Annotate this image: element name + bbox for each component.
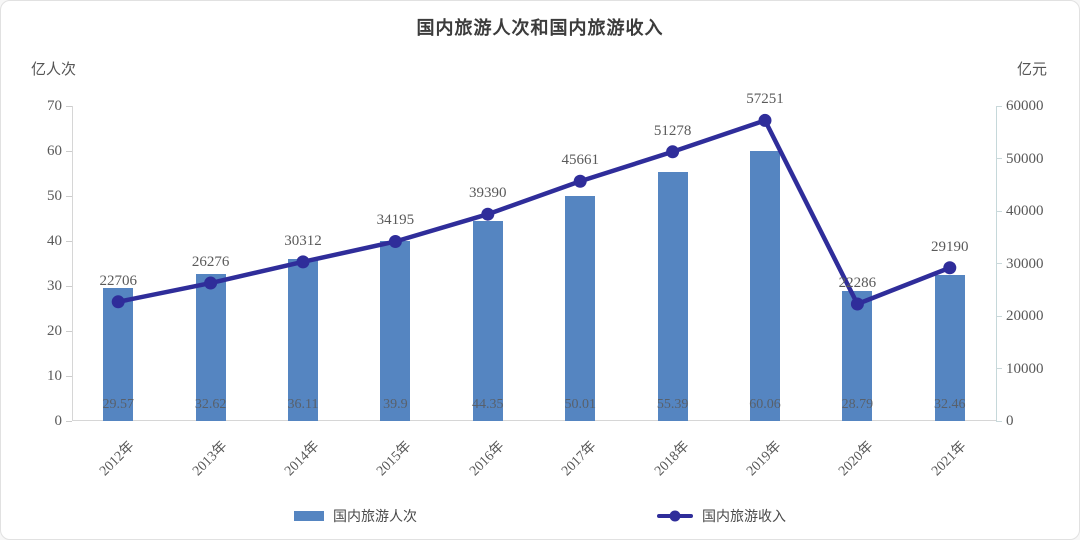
- line-value-label: 22706: [99, 272, 137, 289]
- right-tick-label: 10000: [1006, 360, 1044, 377]
- line-value-label: 39390: [469, 185, 507, 202]
- line-point: [388, 234, 402, 248]
- right-axis-tick: [996, 315, 1002, 317]
- bar: [103, 287, 134, 421]
- left-tick-label: 10: [47, 368, 62, 384]
- bar-value-label: 60.06: [749, 397, 781, 412]
- legend-item-line: 国内旅游收入: [657, 506, 786, 526]
- left-axis-tick: [66, 420, 72, 422]
- x-axis-label: 2012年: [97, 438, 138, 480]
- left-axis-tick: [66, 195, 72, 197]
- bar-value-label: 44.35: [472, 397, 504, 412]
- plot-area: 0 10 20 30 40 50 60 70 0 10000 20000 30000 40000 5000…: [47, 91, 1044, 479]
- x-axis-label: 2019年: [744, 438, 785, 480]
- line-value-label: 51278: [653, 122, 692, 139]
- left-axis-line: [72, 106, 73, 421]
- x-axis-label: 2014年: [282, 438, 323, 480]
- bar-series-swatch: [294, 511, 324, 521]
- legend-label-line: 国内旅游收入: [702, 510, 786, 525]
- line-value-label: 26276: [191, 254, 230, 271]
- left-tick-label: 70: [47, 98, 62, 114]
- x-axis-label: 2017年: [559, 438, 600, 480]
- x-axis-label: 2020年: [836, 438, 877, 480]
- left-axis-tick: [66, 330, 72, 332]
- line-series-swatch: [657, 510, 693, 522]
- bar: [934, 274, 965, 421]
- bar: [657, 171, 688, 421]
- revenue-line-svg: [111, 113, 957, 311]
- left-tick-label: 20: [47, 323, 62, 339]
- left-tick-label: 40: [47, 233, 62, 249]
- left-axis-tick: [66, 105, 72, 107]
- x-axis-label: 2015年: [374, 438, 415, 480]
- right-tick-label: 20000: [1006, 308, 1044, 324]
- bar-value-label: 29.57: [102, 397, 134, 412]
- bar: [380, 241, 411, 421]
- right-tick-label: 0: [1006, 413, 1014, 429]
- x-axis-line: [72, 420, 996, 421]
- left-axis-tick: [66, 150, 72, 152]
- line-value-label: 30312: [284, 232, 322, 249]
- line-point: [111, 295, 125, 309]
- line-value-label: 45661: [561, 152, 599, 169]
- bar: [750, 150, 780, 421]
- line-point: [943, 261, 957, 275]
- line-point: [481, 207, 495, 221]
- line-marker-icon: [669, 510, 681, 522]
- line-point: [850, 297, 864, 311]
- left-axis-tick: [66, 240, 72, 242]
- bar: [472, 221, 503, 421]
- right-axis-tick: [996, 420, 1002, 422]
- right-axis-tick: [996, 210, 1002, 212]
- bar-value-label: 32.46: [934, 397, 966, 412]
- right-axis-tick: [996, 263, 1002, 264]
- left-tick-label: 60: [47, 143, 62, 159]
- bar: [842, 291, 873, 421]
- bar-value-label: 55.39: [656, 397, 689, 412]
- legend-label-bar: 国内旅游人次: [333, 510, 417, 525]
- bar: [288, 258, 318, 421]
- x-axis-label: 2016年: [466, 438, 508, 480]
- right-axis-tick: [996, 368, 1002, 369]
- left-axis-tick: [66, 375, 72, 377]
- right-tick-label: 40000: [1006, 203, 1044, 219]
- left-axis-unit: 亿人次: [31, 62, 77, 78]
- line-point: [666, 145, 680, 159]
- right-axis-unit: 亿元: [1016, 62, 1047, 78]
- line-value-label: 34195: [376, 212, 415, 229]
- left-tick-label: 30: [47, 278, 62, 294]
- left-tick-label: 0: [54, 413, 63, 429]
- x-axis-label: 2021年: [928, 438, 970, 480]
- bar-value-label: 28.79: [841, 397, 874, 412]
- right-tick-label: 60000: [1006, 98, 1044, 114]
- chart-title: 国内旅游人次和国内旅游收入: [416, 18, 664, 38]
- bar: [195, 274, 226, 421]
- right-tick-label: 50000: [1006, 150, 1044, 167]
- line-point: [573, 174, 587, 188]
- line-value-label: 22286: [838, 274, 877, 291]
- x-axis-label: 2018年: [651, 438, 693, 480]
- line-value-label: 29190: [931, 238, 969, 255]
- left-axis-tick: [66, 285, 72, 287]
- x-axis-label: 2013年: [189, 438, 231, 480]
- revenue-line: [115, 118, 953, 307]
- bar: [565, 195, 596, 421]
- bar-value-label: 50.01: [564, 397, 596, 412]
- legend: 国内旅游人次 国内旅游收入: [1, 506, 1079, 526]
- right-axis-tick: [996, 158, 1002, 159]
- line-point: [296, 255, 310, 269]
- legend-item-bar: 国内旅游人次: [294, 506, 417, 526]
- right-axis-tick: [996, 105, 1002, 107]
- line-point: [758, 113, 772, 127]
- bar-value-label: 32.62: [194, 397, 227, 412]
- right-tick-label: 30000: [1006, 255, 1044, 272]
- line-point: [204, 276, 218, 290]
- bar-value-label: 39.9: [383, 397, 408, 412]
- line-value-label: 57251: [746, 91, 784, 108]
- bar-value-label: 36.11: [287, 397, 319, 412]
- left-tick-label: 50: [47, 188, 62, 204]
